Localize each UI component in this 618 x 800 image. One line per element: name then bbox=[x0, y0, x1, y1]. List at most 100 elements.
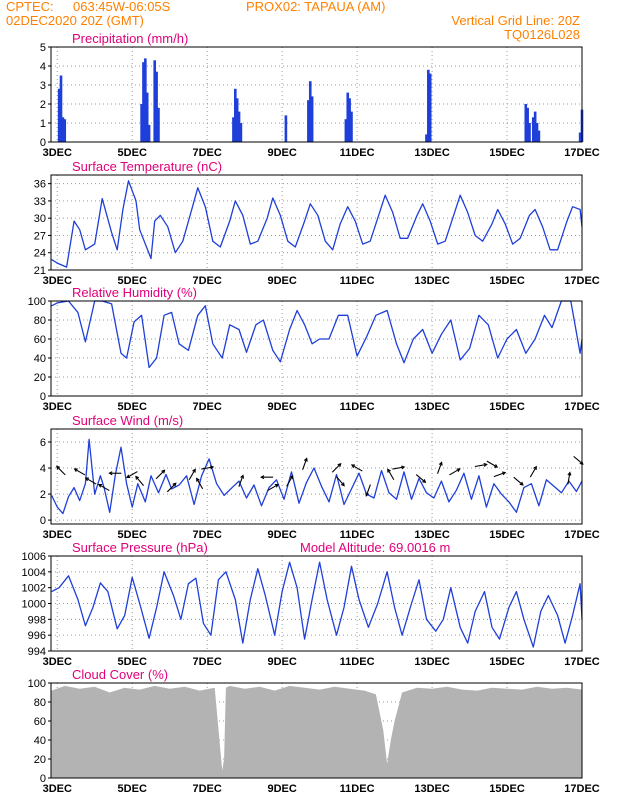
humidity-xtick-label: 5DEC bbox=[118, 401, 147, 413]
wind-arrow-head bbox=[519, 481, 524, 486]
pressure-xtick-label: 13DEC bbox=[414, 656, 450, 668]
precip-bar bbox=[61, 117, 65, 142]
temperature-xtick-label: 13DEC bbox=[414, 275, 450, 287]
wind-arrow-head bbox=[209, 465, 215, 470]
wind-xtick-label: 17DEC bbox=[564, 529, 600, 541]
wind-ytick-label: 0 bbox=[40, 515, 46, 527]
cloud-cover-xtick-label: 7DEC bbox=[193, 783, 222, 795]
wind-arrow-head bbox=[501, 471, 507, 476]
precip-bar bbox=[307, 100, 310, 142]
precip-bar bbox=[348, 98, 351, 142]
wind-xtick-label: 3DEC bbox=[43, 529, 72, 541]
cloud-cover-ytick-label: 100 bbox=[28, 678, 46, 690]
precipitation-ytick-label: 0 bbox=[40, 137, 46, 149]
precip-bar bbox=[533, 111, 537, 142]
pressure-xtick-label: 15DEC bbox=[489, 656, 525, 668]
precip-bar bbox=[344, 119, 348, 142]
wind-xtick-label: 13DEC bbox=[414, 529, 450, 541]
temperature-xtick-label: 3DEC bbox=[43, 275, 72, 287]
precip-bar bbox=[239, 123, 243, 142]
wind-arrow-head bbox=[567, 471, 572, 476]
humidity-xtick-label: 7DEC bbox=[193, 401, 222, 413]
wind-arrow-head bbox=[422, 479, 427, 484]
wind-arrow-head bbox=[289, 474, 294, 480]
wind-arrow-head bbox=[260, 475, 265, 480]
precip-bar bbox=[537, 130, 541, 142]
wind-title: Surface Wind (m/s) bbox=[72, 413, 183, 428]
wind-arrow-shaft bbox=[486, 460, 498, 468]
temperature-ytick-label: 36 bbox=[34, 179, 46, 191]
wind-xtick-label: 15DEC bbox=[489, 529, 525, 541]
wind-arrow-head bbox=[274, 484, 279, 488]
cloud-cover-ytick-label: 80 bbox=[34, 697, 46, 709]
precip-bar bbox=[153, 60, 157, 142]
wind-arrow-shaft bbox=[493, 471, 506, 478]
precip-bar bbox=[535, 123, 539, 142]
precip-bar bbox=[157, 107, 160, 142]
precipitation-ytick-label: 4 bbox=[40, 61, 46, 73]
humidity-xtick-label: 9DEC bbox=[267, 401, 296, 413]
wind-arrow-shaft bbox=[302, 458, 308, 470]
cloud-cover-xtick-label: 15DEC bbox=[489, 783, 525, 795]
pressure-xtick-label: 9DEC bbox=[267, 656, 296, 668]
wind-arrow-shaft bbox=[387, 469, 395, 481]
header-grid-note: Vertical Grid Line: 20Z bbox=[451, 13, 580, 28]
pressure-xtick-label: 3DEC bbox=[43, 656, 72, 668]
wind-arrow-head bbox=[483, 462, 488, 467]
humidity-xtick-label: 3DEC bbox=[43, 401, 72, 413]
wind-arrow-head bbox=[172, 482, 177, 487]
wind-arrow-shaft bbox=[155, 469, 165, 480]
cloud-cover-xtick-label: 11DEC bbox=[340, 783, 375, 795]
humidity-title: Relative Humidity (%) bbox=[72, 285, 197, 300]
wind-arrow-shaft bbox=[474, 463, 487, 468]
wind-arrow-shaft bbox=[56, 466, 66, 476]
wind-ytick-label: 6 bbox=[40, 437, 46, 449]
precip-bar bbox=[528, 123, 531, 142]
pressure-ytick-label: 1002 bbox=[22, 583, 46, 595]
wind-arrow-shaft bbox=[529, 466, 537, 478]
precip-bar bbox=[57, 88, 61, 142]
temperature-xtick-label: 17DEC bbox=[564, 275, 600, 287]
precip-bar bbox=[144, 58, 147, 142]
wind-line bbox=[51, 438, 583, 515]
wind-arrow-head bbox=[192, 468, 196, 473]
cloud-cover-xtick-label: 9DEC bbox=[267, 783, 296, 795]
wind-arrow-head bbox=[73, 468, 78, 472]
wind-arrow-shaft bbox=[449, 468, 461, 476]
wind-arrow-head bbox=[97, 484, 103, 488]
pressure-ytick-label: 994 bbox=[28, 646, 46, 658]
wind-xtick-label: 9DEC bbox=[267, 529, 296, 541]
wind-arrow-shaft bbox=[201, 466, 214, 470]
precip-bar bbox=[63, 119, 67, 142]
wind-xtick-label: 7DEC bbox=[193, 529, 222, 541]
humidity-xtick-label: 11DEC bbox=[340, 401, 375, 413]
precipitation-ytick-label: 3 bbox=[40, 80, 46, 92]
precipitation-xtick-label: 5DEC bbox=[118, 147, 147, 159]
precip-bar bbox=[350, 111, 353, 142]
wind-arrow-head bbox=[240, 474, 245, 479]
temperature-xtick-label: 11DEC bbox=[340, 275, 375, 287]
wind-xtick-label: 11DEC bbox=[340, 529, 375, 541]
wind-ytick-label: 4 bbox=[40, 463, 46, 475]
precipitation-frame bbox=[50, 46, 583, 143]
precip-bar bbox=[59, 75, 63, 142]
cloud-cover-area bbox=[51, 685, 583, 778]
header-run-id: TQ0126L028 bbox=[504, 27, 580, 42]
wind-frame bbox=[50, 428, 583, 525]
wind-arrow-head bbox=[456, 468, 461, 472]
header-source: CPTEC: bbox=[6, 0, 54, 14]
wind-arrow-shaft bbox=[437, 462, 443, 474]
precip-bar bbox=[237, 111, 241, 142]
pressure-ytick-label: 996 bbox=[28, 630, 46, 642]
pressure-ytick-label: 998 bbox=[28, 614, 46, 626]
wind-arrow-head bbox=[533, 465, 537, 470]
precip-bar bbox=[531, 117, 535, 142]
cloud-cover-ytick-label: 40 bbox=[34, 735, 46, 747]
cloud-cover-xtick-label: 17DEC bbox=[564, 783, 600, 795]
wind-arrow-shaft bbox=[196, 478, 204, 490]
wind-arrow-shaft bbox=[188, 469, 196, 481]
wind-arrow-shaft bbox=[74, 468, 86, 476]
pressure-xtick-label: 11DEC bbox=[340, 656, 375, 668]
precip-bar bbox=[145, 92, 149, 142]
